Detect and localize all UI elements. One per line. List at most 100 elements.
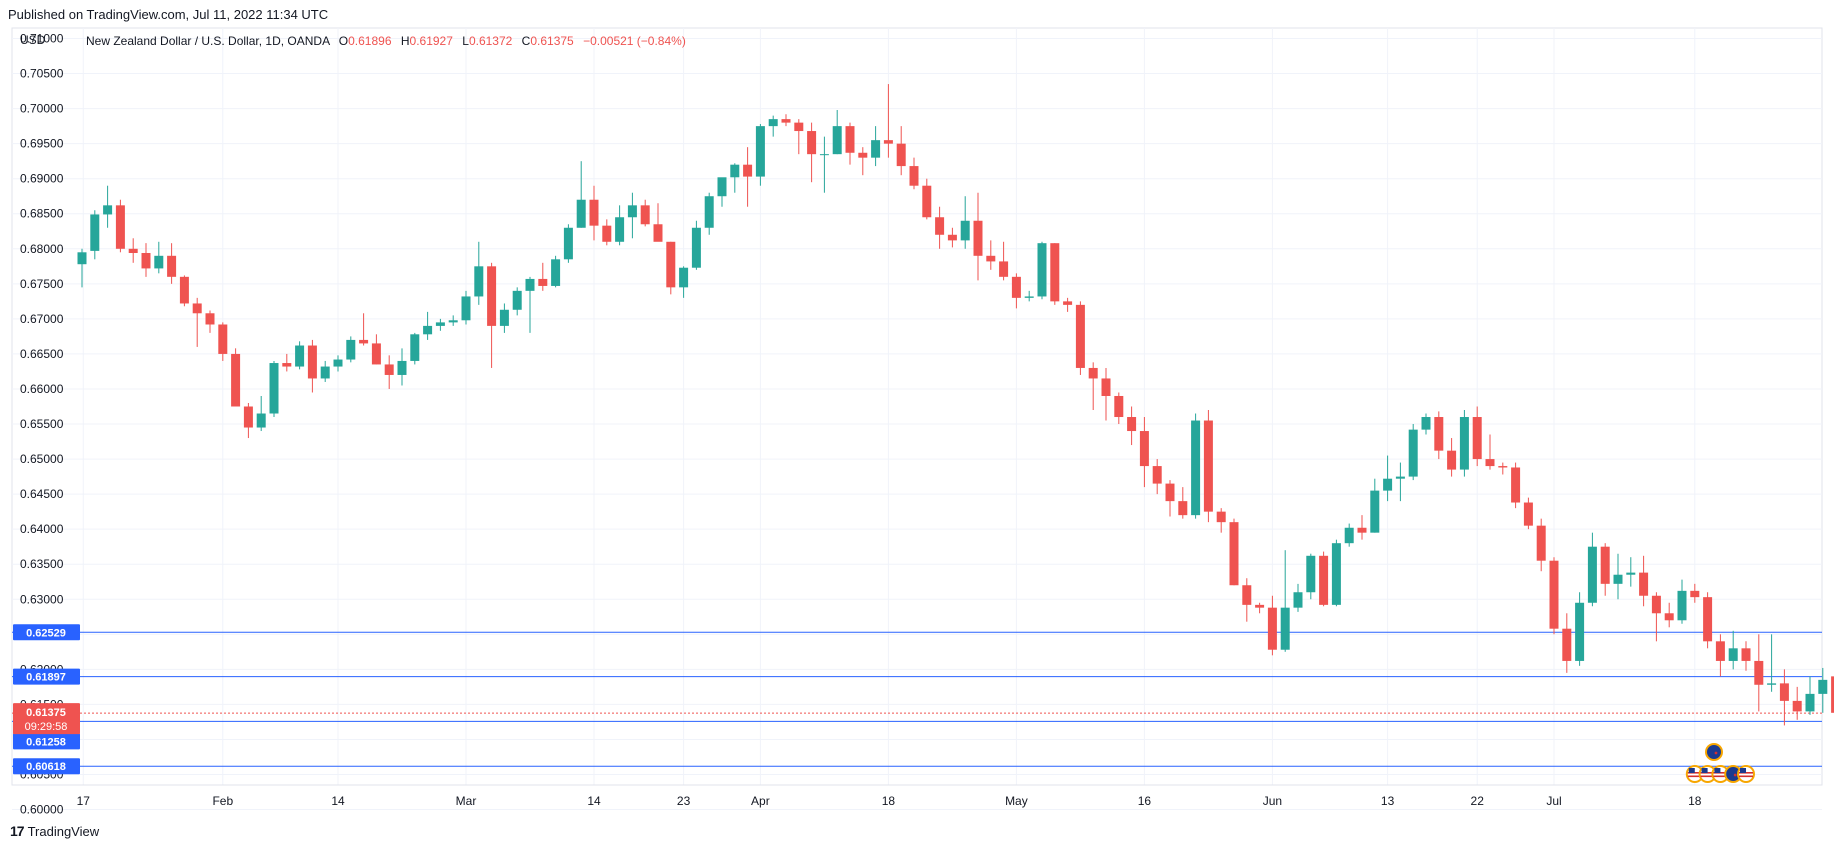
candle[interactable]	[282, 353, 292, 372]
us-flag-icon[interactable]	[1711, 765, 1730, 783]
candle[interactable]	[1805, 676, 1815, 715]
candle[interactable]	[832, 110, 842, 155]
candle[interactable]	[1293, 583, 1303, 612]
candle[interactable]	[1383, 455, 1393, 502]
candle[interactable]	[499, 303, 509, 333]
candle[interactable]	[1703, 592, 1713, 649]
candle[interactable]	[589, 185, 599, 241]
candle[interactable]	[435, 318, 445, 331]
candle[interactable]	[1331, 539, 1341, 607]
candle[interactable]	[986, 240, 996, 270]
candle[interactable]	[256, 395, 266, 432]
candle[interactable]	[320, 360, 330, 382]
candle[interactable]	[1575, 592, 1585, 666]
candle[interactable]	[525, 276, 535, 333]
candle[interactable]	[141, 243, 151, 277]
candle[interactable]	[653, 203, 663, 242]
candle[interactable]	[167, 243, 177, 284]
candle[interactable]	[1459, 410, 1469, 477]
candle[interactable]	[1472, 406, 1482, 467]
candles[interactable]	[77, 84, 1834, 726]
event-icons[interactable]	[1685, 743, 1755, 783]
candle[interactable]	[154, 241, 164, 274]
candle[interactable]	[77, 248, 87, 288]
candle[interactable]	[1728, 630, 1738, 670]
candle[interactable]	[922, 178, 932, 220]
candle[interactable]	[691, 220, 701, 270]
candle[interactable]	[1587, 532, 1597, 607]
time-axis[interactable]: 17 Feb 14 Mar 14 23 Apr 18 May 16 Jun 13 22 Jul 18	[12, 784, 1822, 808]
candle[interactable]	[333, 355, 343, 372]
candle[interactable]	[909, 157, 919, 190]
candle[interactable]	[1242, 578, 1252, 622]
candle[interactable]	[1063, 297, 1073, 312]
candle[interactable]	[231, 348, 241, 407]
candle[interactable]	[1741, 641, 1751, 671]
candle[interactable]	[845, 122, 855, 165]
candle[interactable]	[1191, 413, 1201, 519]
candle[interactable]	[295, 341, 305, 370]
candle[interactable]	[1139, 417, 1149, 488]
candle[interactable]	[346, 336, 356, 363]
candle[interactable]	[179, 275, 189, 307]
candle[interactable]	[1319, 551, 1329, 607]
candle[interactable]	[205, 310, 215, 333]
candle[interactable]	[512, 287, 522, 316]
footer-brand[interactable]: 17 TradingView	[10, 823, 99, 839]
candle[interactable]	[1421, 413, 1431, 435]
candle[interactable]	[640, 199, 650, 227]
candle[interactable]	[1498, 462, 1508, 475]
candle[interactable]	[359, 313, 369, 346]
candle[interactable]	[1523, 497, 1533, 530]
candle[interactable]	[1178, 487, 1188, 519]
candle[interactable]	[1831, 674, 1834, 713]
candle[interactable]	[1536, 518, 1546, 572]
candle[interactable]	[679, 266, 689, 298]
candle[interactable]	[999, 241, 1009, 281]
candle[interactable]	[960, 196, 970, 249]
nz-flag-icon[interactable]	[1705, 743, 1723, 761]
candle[interactable]	[1715, 634, 1725, 677]
nz-flag-icon[interactable]	[1724, 765, 1743, 783]
candle[interactable]	[1216, 508, 1226, 533]
candle[interactable]	[384, 355, 394, 389]
candle[interactable]	[871, 126, 881, 167]
candle[interactable]	[935, 206, 945, 249]
candle[interactable]	[1229, 518, 1239, 586]
candle[interactable]	[666, 241, 676, 295]
candle[interactable]	[1626, 557, 1636, 587]
candle[interactable]	[1651, 592, 1661, 642]
candle[interactable]	[1203, 410, 1213, 523]
candle[interactable]	[1101, 367, 1111, 421]
candle[interactable]	[103, 185, 113, 228]
candle[interactable]	[1395, 462, 1405, 502]
candle[interactable]	[947, 227, 957, 248]
candle[interactable]	[1664, 602, 1674, 628]
candle[interactable]	[615, 205, 625, 246]
candle[interactable]	[973, 192, 983, 281]
candle[interactable]	[448, 315, 458, 326]
candle[interactable]	[1549, 557, 1559, 635]
candle[interactable]	[1075, 301, 1085, 375]
candle[interactable]	[1357, 515, 1367, 540]
candle[interactable]	[1639, 555, 1649, 607]
candle[interactable]	[819, 136, 829, 193]
candle[interactable]	[704, 192, 714, 235]
candle[interactable]	[371, 334, 381, 365]
candle[interactable]	[269, 360, 279, 418]
candle[interactable]	[768, 115, 778, 137]
candle[interactable]	[1408, 424, 1418, 481]
candle[interactable]	[1114, 392, 1124, 425]
candle[interactable]	[781, 114, 791, 127]
candle[interactable]	[1050, 243, 1060, 305]
candle[interactable]	[1152, 459, 1162, 495]
candle[interactable]	[218, 322, 228, 361]
candle[interactable]	[307, 339, 317, 393]
us-flag-icon[interactable]	[1737, 765, 1755, 783]
candle[interactable]	[602, 219, 612, 246]
candle[interactable]	[1690, 583, 1700, 603]
candle[interactable]	[896, 126, 906, 176]
candle[interactable]	[858, 147, 868, 176]
candle[interactable]	[461, 290, 471, 325]
candle[interactable]	[1127, 406, 1137, 446]
